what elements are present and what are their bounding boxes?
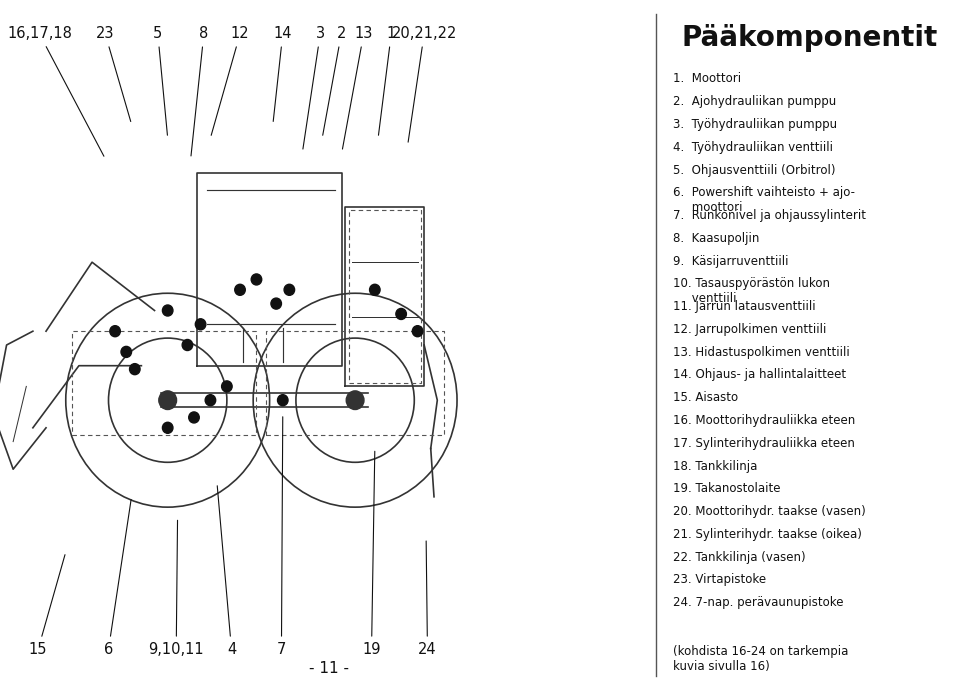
Circle shape	[412, 326, 422, 337]
Text: 23. Virtapistoke: 23. Virtapistoke	[673, 573, 766, 586]
Text: 13: 13	[343, 26, 372, 149]
Text: 22. Tankkilinja (vasen): 22. Tankkilinja (vasen)	[673, 551, 805, 564]
Circle shape	[182, 339, 193, 351]
Circle shape	[195, 319, 205, 330]
Text: 4: 4	[217, 486, 236, 657]
Circle shape	[271, 298, 281, 309]
Text: 21. Sylinterihydr. taakse (oikea): 21. Sylinterihydr. taakse (oikea)	[673, 528, 861, 541]
Text: 15. Aisasto: 15. Aisasto	[673, 391, 738, 404]
Text: Pääkomponentit: Pääkomponentit	[682, 24, 938, 52]
Text: 11. Jarrun latausventtiili: 11. Jarrun latausventtiili	[673, 300, 815, 313]
Text: 18. Tankkilinja: 18. Tankkilinja	[673, 460, 757, 473]
Circle shape	[162, 422, 173, 433]
Circle shape	[347, 391, 364, 409]
Circle shape	[284, 284, 295, 295]
Text: 6.  Powershift vaihteisto + ajo-
     moottori: 6. Powershift vaihteisto + ajo- moottori	[673, 186, 854, 215]
Text: 5: 5	[154, 26, 167, 135]
Text: 2.  Ajohydrauliikan pumppu: 2. Ajohydrauliikan pumppu	[673, 95, 836, 108]
Circle shape	[109, 326, 120, 337]
Text: 15: 15	[29, 555, 65, 657]
Text: 16,17,18: 16,17,18	[7, 26, 104, 156]
Text: 1: 1	[378, 26, 396, 135]
Circle shape	[162, 305, 173, 316]
Circle shape	[222, 381, 232, 392]
Text: 9,10,11: 9,10,11	[149, 520, 204, 657]
Text: - 11 -: - 11 -	[309, 661, 348, 676]
Text: 7.  Runkonivel ja ohjaussylinterit: 7. Runkonivel ja ohjaussylinterit	[673, 209, 866, 222]
Text: 9.  Käsijarruventtiili: 9. Käsijarruventtiili	[673, 255, 788, 268]
Text: 13. Hidastuspolkimen venttiili: 13. Hidastuspolkimen venttiili	[673, 346, 850, 359]
Text: 16. Moottorihydrauliikka eteen: 16. Moottorihydrauliikka eteen	[673, 414, 855, 427]
Text: 7: 7	[276, 417, 286, 657]
Circle shape	[189, 412, 200, 423]
Text: 8.  Kaasupoljin: 8. Kaasupoljin	[673, 232, 759, 245]
Circle shape	[121, 346, 132, 357]
Text: 1.  Moottori: 1. Moottori	[673, 72, 741, 86]
Text: 6: 6	[104, 500, 132, 657]
Text: 20,21,22: 20,21,22	[392, 26, 457, 142]
Text: 24. 7-nap. perävaunupistoke: 24. 7-nap. perävaunupistoke	[673, 596, 843, 609]
Text: 19. Takanostolaite: 19. Takanostolaite	[673, 482, 780, 495]
Text: 4.  Työhydrauliikan venttiili: 4. Työhydrauliikan venttiili	[673, 141, 832, 154]
Text: 8: 8	[191, 26, 208, 156]
Text: (kohdista 16-24 on tarkempia
kuvia sivulla 16): (kohdista 16-24 on tarkempia kuvia sivul…	[673, 645, 848, 673]
Circle shape	[252, 274, 262, 285]
Text: 3: 3	[303, 26, 324, 149]
Circle shape	[396, 308, 406, 319]
Circle shape	[205, 395, 216, 406]
Text: 20. Moottorihydr. taakse (vasen): 20. Moottorihydr. taakse (vasen)	[673, 505, 866, 518]
Text: 12. Jarrupolkimen venttiili: 12. Jarrupolkimen venttiili	[673, 323, 827, 336]
Text: 14: 14	[274, 26, 292, 121]
Text: 5.  Ohjausventtiili (Orbitrol): 5. Ohjausventtiili (Orbitrol)	[673, 164, 835, 177]
Circle shape	[277, 395, 288, 406]
Text: 3.  Työhydrauliikan pumppu: 3. Työhydrauliikan pumppu	[673, 118, 837, 131]
Text: 2: 2	[323, 26, 346, 135]
Text: 14. Ohjaus- ja hallintalaitteet: 14. Ohjaus- ja hallintalaitteet	[673, 368, 846, 382]
Text: 23: 23	[96, 26, 131, 121]
Circle shape	[370, 284, 380, 295]
Text: 19: 19	[362, 451, 381, 657]
Circle shape	[130, 364, 140, 375]
Text: 24: 24	[419, 541, 437, 657]
Text: 12: 12	[211, 26, 250, 135]
Text: 10. Tasauspyörästön lukon
     venttiili: 10. Tasauspyörästön lukon venttiili	[673, 277, 829, 306]
Text: 17. Sylinterihydrauliikka eteen: 17. Sylinterihydrauliikka eteen	[673, 437, 854, 450]
Circle shape	[158, 391, 177, 409]
Circle shape	[235, 284, 246, 295]
